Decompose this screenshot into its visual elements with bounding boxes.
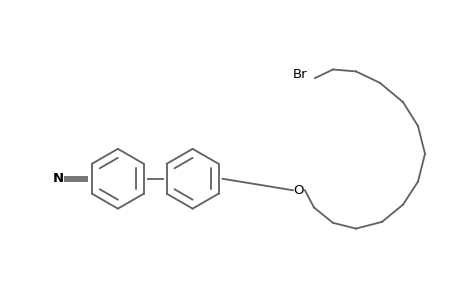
Text: N: N <box>52 172 63 185</box>
Text: Br: Br <box>292 68 307 81</box>
Text: O: O <box>292 184 302 197</box>
